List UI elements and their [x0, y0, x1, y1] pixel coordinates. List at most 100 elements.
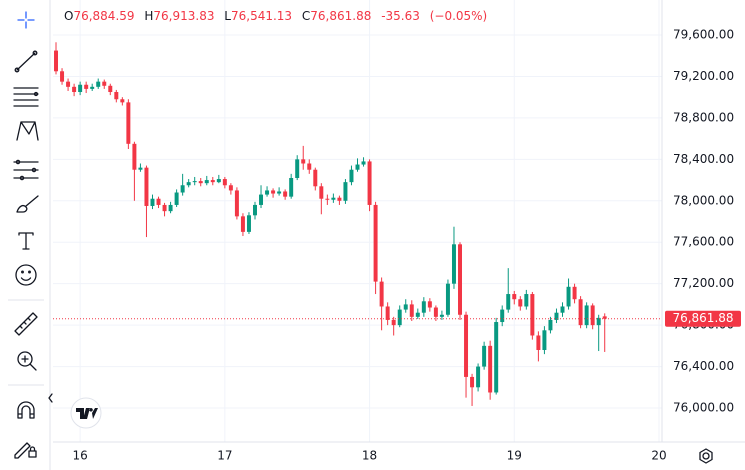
candle-body — [385, 306, 390, 320]
collapse-toolbar[interactable] — [48, 393, 53, 403]
x-tick-label: 18 — [362, 449, 377, 463]
candle-body — [313, 169, 318, 187]
candle-body — [421, 301, 426, 313]
candle-body — [433, 307, 438, 317]
change-percent: (−0.05%) — [430, 9, 488, 23]
lock-drawings[interactable] — [14, 442, 37, 459]
y-tick-label: 79,600.00 — [673, 28, 734, 42]
y-tick-label: 78,000.00 — [673, 193, 734, 207]
close-label: C — [302, 9, 310, 23]
candle-body — [518, 299, 523, 307]
change-value: -35.63 — [381, 9, 420, 23]
candle-body — [307, 163, 312, 170]
candle-body — [66, 81, 71, 87]
candle-body — [126, 102, 131, 144]
magnet-tool[interactable] — [17, 401, 35, 419]
candle-body — [578, 299, 583, 326]
y-tick-label: 76,000.00 — [673, 401, 734, 415]
candle-body — [506, 294, 511, 310]
candle-body — [596, 317, 601, 326]
candle-body — [439, 314, 444, 317]
candle-body — [114, 92, 119, 100]
low-value: 76,541.13 — [231, 9, 292, 23]
candle-body — [144, 167, 149, 206]
y-tick-label: 77,600.00 — [673, 235, 734, 249]
drawing-toolbar — [8, 11, 53, 459]
candle-body — [198, 181, 203, 184]
candle-body — [222, 179, 227, 186]
candle-body — [500, 309, 505, 323]
candle-body — [259, 194, 264, 205]
candle-body — [277, 191, 282, 194]
candle-body — [512, 294, 517, 300]
candle-body — [530, 294, 535, 336]
candle-body — [409, 304, 414, 317]
high-label: H — [144, 9, 153, 23]
candle-body — [162, 204, 167, 212]
candle-body — [572, 286, 577, 300]
candle-body — [343, 182, 348, 201]
candle-body — [72, 86, 77, 93]
candle-body — [283, 191, 288, 197]
open-value: 76,884.59 — [73, 9, 134, 23]
candle-body — [548, 319, 553, 331]
candle-body — [60, 71, 65, 82]
candle-body — [108, 85, 113, 93]
candle-body — [84, 84, 89, 89]
tradingview-logo[interactable] — [70, 397, 102, 429]
grid — [53, 0, 662, 442]
x-tick-label: 20 — [651, 449, 666, 463]
candle-body — [120, 99, 125, 103]
candle-body — [476, 366, 481, 388]
y-tick-label: 77,200.00 — [673, 276, 734, 290]
candle-body — [482, 345, 487, 367]
candle-body — [349, 169, 354, 183]
open-label: O — [64, 9, 73, 23]
candle-body — [379, 281, 384, 307]
icon-tool[interactable] — [15, 264, 37, 286]
candle-body — [590, 305, 595, 326]
candle-body — [445, 283, 450, 315]
candle-body — [488, 345, 493, 393]
candle-body — [240, 216, 245, 232]
zoom-tool[interactable] — [17, 351, 37, 371]
candle-body — [156, 198, 161, 205]
candle-body — [168, 204, 173, 212]
y-tick-label: 78,800.00 — [673, 110, 734, 124]
candle-body — [150, 198, 155, 206]
trend-line-tool[interactable] — [14, 50, 38, 73]
x-tick-label: 17 — [217, 449, 232, 463]
last-price-tag — [665, 310, 741, 327]
candle-body — [415, 312, 420, 317]
candle-body — [54, 50, 59, 72]
candle-body — [542, 330, 547, 350]
text-tool[interactable] — [18, 232, 34, 250]
candle-body — [271, 190, 276, 194]
candle-body — [253, 204, 257, 216]
candle-body — [584, 305, 589, 326]
candle-body — [451, 244, 456, 284]
candle-body — [246, 215, 251, 232]
prediction-tool[interactable] — [13, 159, 39, 181]
brush-tool[interactable] — [16, 195, 39, 213]
pattern-tool[interactable] — [16, 121, 39, 141]
candle-body — [391, 319, 396, 326]
candle-body — [96, 81, 101, 87]
fib-tool[interactable] — [13, 87, 39, 107]
high-value: 76,913.83 — [153, 9, 214, 23]
settings-button[interactable] — [699, 448, 713, 464]
candle-body — [524, 294, 529, 307]
candle-body — [265, 190, 270, 195]
low-label: L — [224, 9, 231, 23]
crosshair-tool[interactable] — [17, 11, 35, 29]
candle-body — [458, 244, 462, 315]
candle-body — [210, 180, 215, 183]
candle-body — [90, 86, 95, 89]
candle-body — [234, 190, 239, 217]
measure-tool[interactable] — [14, 312, 38, 336]
candle-body — [319, 186, 324, 199]
candle-body — [192, 181, 197, 183]
candle-body — [560, 306, 565, 313]
candle-body — [602, 316, 607, 319]
last-price-label: 76,861.88 — [672, 311, 733, 325]
